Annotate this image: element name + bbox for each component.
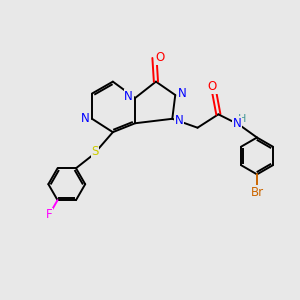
Text: H: H <box>238 114 246 124</box>
Text: O: O <box>208 80 217 94</box>
Text: N: N <box>175 114 183 127</box>
Text: N: N <box>177 87 186 100</box>
Text: N: N <box>81 112 90 125</box>
Text: F: F <box>46 208 52 221</box>
Text: O: O <box>155 51 164 64</box>
Text: N: N <box>124 90 133 103</box>
Text: Br: Br <box>250 186 264 199</box>
Text: S: S <box>91 145 99 158</box>
Text: N: N <box>232 117 241 130</box>
